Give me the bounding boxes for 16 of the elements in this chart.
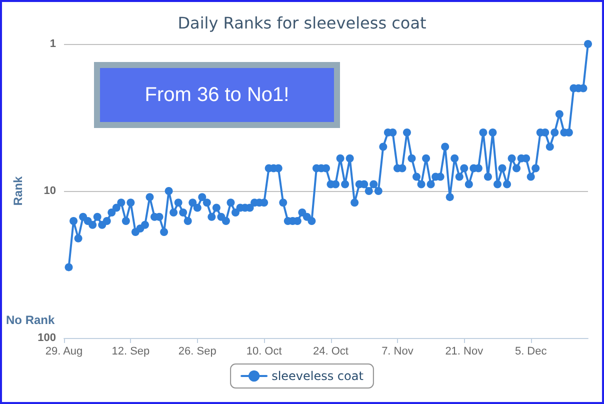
x-tick-label: 24. Oct — [313, 346, 348, 358]
chart-title: Daily Ranks for sleeveless coat — [178, 14, 426, 32]
x-tick-label: 29. Aug — [45, 346, 83, 358]
x-tick-label: 12. Sep — [112, 346, 150, 358]
x-tick-label: 7. Nov — [382, 346, 414, 358]
y-axis-title: Rank — [11, 176, 25, 206]
text: No Rank — [6, 313, 55, 327]
x-tick-label: 26. Sep — [178, 346, 216, 358]
x-tick-label: 21. Nov — [445, 346, 484, 358]
y-tick-label: 100 — [38, 332, 56, 344]
x-tick-label: 5. Dec — [514, 346, 548, 358]
y-tick-label: 10 — [44, 185, 56, 197]
callout-box: From 36 to No1! — [94, 62, 340, 128]
y-tick-label: 1 — [50, 38, 56, 50]
legend-label: sleeveless coat — [272, 369, 364, 383]
x-tick-label: 10. Oct — [246, 346, 282, 358]
